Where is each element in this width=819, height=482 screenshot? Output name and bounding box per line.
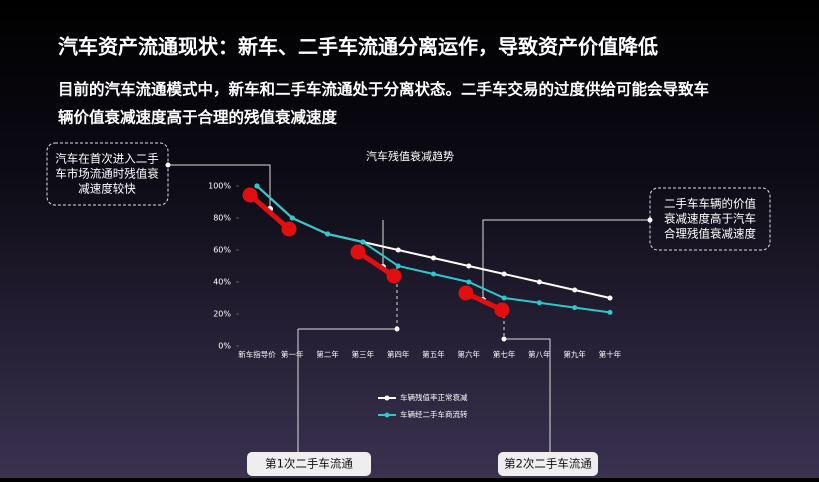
- x-tick-label: 第八年: [528, 349, 551, 359]
- callout-text: 衰减速度高于汽车: [664, 212, 756, 226]
- x-tick-label: 第十年: [599, 349, 622, 359]
- y-tick-label: 100%: [208, 182, 231, 191]
- callout-box: [46, 142, 169, 206]
- point: [572, 287, 578, 293]
- y-tick-label: 20%: [213, 310, 231, 319]
- x-tick-label: 第二年: [316, 349, 339, 359]
- label-box: [247, 452, 371, 476]
- x-tick-label: 第七年: [493, 349, 516, 359]
- leader-lines: [168, 164, 650, 452]
- x-tick-label: 第五年: [422, 349, 445, 359]
- point: [501, 271, 507, 277]
- title: 汽车资产流通现状：新车、二手车流通分离运作，导致资产价值降低: [58, 35, 658, 59]
- subtitle: 目前的汽车流通模式中，新车和二手车流通处于分离状态。二手车交易的过度供给可能会导…: [58, 80, 709, 99]
- series-line: [256, 185, 611, 299]
- red-highlights: [242, 187, 510, 318]
- point: [607, 309, 613, 315]
- callout-box: [649, 187, 771, 251]
- callout-text: 二手车车辆的价值: [664, 197, 756, 211]
- legend-swatch: [384, 412, 390, 418]
- chart-title: 汽车残值衰减趋势: [366, 149, 454, 163]
- legend-label: 车辆残值率正常衰减: [400, 392, 468, 402]
- y-tick-label: 0%: [218, 342, 231, 351]
- y-tick-label: 80%: [213, 214, 231, 223]
- point: [431, 271, 436, 277]
- point: [466, 279, 472, 285]
- callout-text: 车市场流通时残值衰: [55, 167, 159, 181]
- point: [254, 183, 260, 189]
- point: [607, 295, 613, 301]
- legend-swatch: [384, 395, 390, 401]
- point: [395, 263, 401, 269]
- point: [536, 279, 542, 285]
- subtitle: 辆价值衰减速度高于合理的残值衰减速度: [58, 108, 338, 127]
- callout-text: 合理残值衰减速度: [664, 227, 756, 241]
- point: [360, 239, 366, 245]
- y-tick-label: 40%: [213, 278, 231, 287]
- x-tick-label: 第四年: [387, 349, 410, 359]
- point: [395, 247, 401, 253]
- x-tick-label: 第九年: [563, 349, 586, 359]
- x-tick-label: 第一年: [281, 349, 304, 359]
- x-tick-label: 新车指导价: [238, 349, 276, 359]
- legend-label: 车辆经二手车商流转: [400, 409, 468, 419]
- point: [431, 255, 436, 261]
- callout-text: 汽车在首次进入二手: [55, 152, 159, 166]
- point: [325, 231, 331, 237]
- point: [289, 215, 295, 221]
- x-tick-label: 第六年: [458, 349, 481, 359]
- series-line: [256, 185, 611, 314]
- point: [466, 263, 472, 269]
- point: [572, 305, 578, 311]
- label-text: 第2次二手车流通: [504, 457, 592, 471]
- callout-text: 减速度较快: [78, 182, 136, 196]
- point: [536, 300, 542, 306]
- y-tick-label: 60%: [213, 246, 231, 255]
- label-box: [498, 452, 598, 476]
- x-tick-label: 第三年: [352, 349, 375, 359]
- label-text: 第1次二手车流通: [265, 457, 353, 471]
- point: [501, 295, 507, 301]
